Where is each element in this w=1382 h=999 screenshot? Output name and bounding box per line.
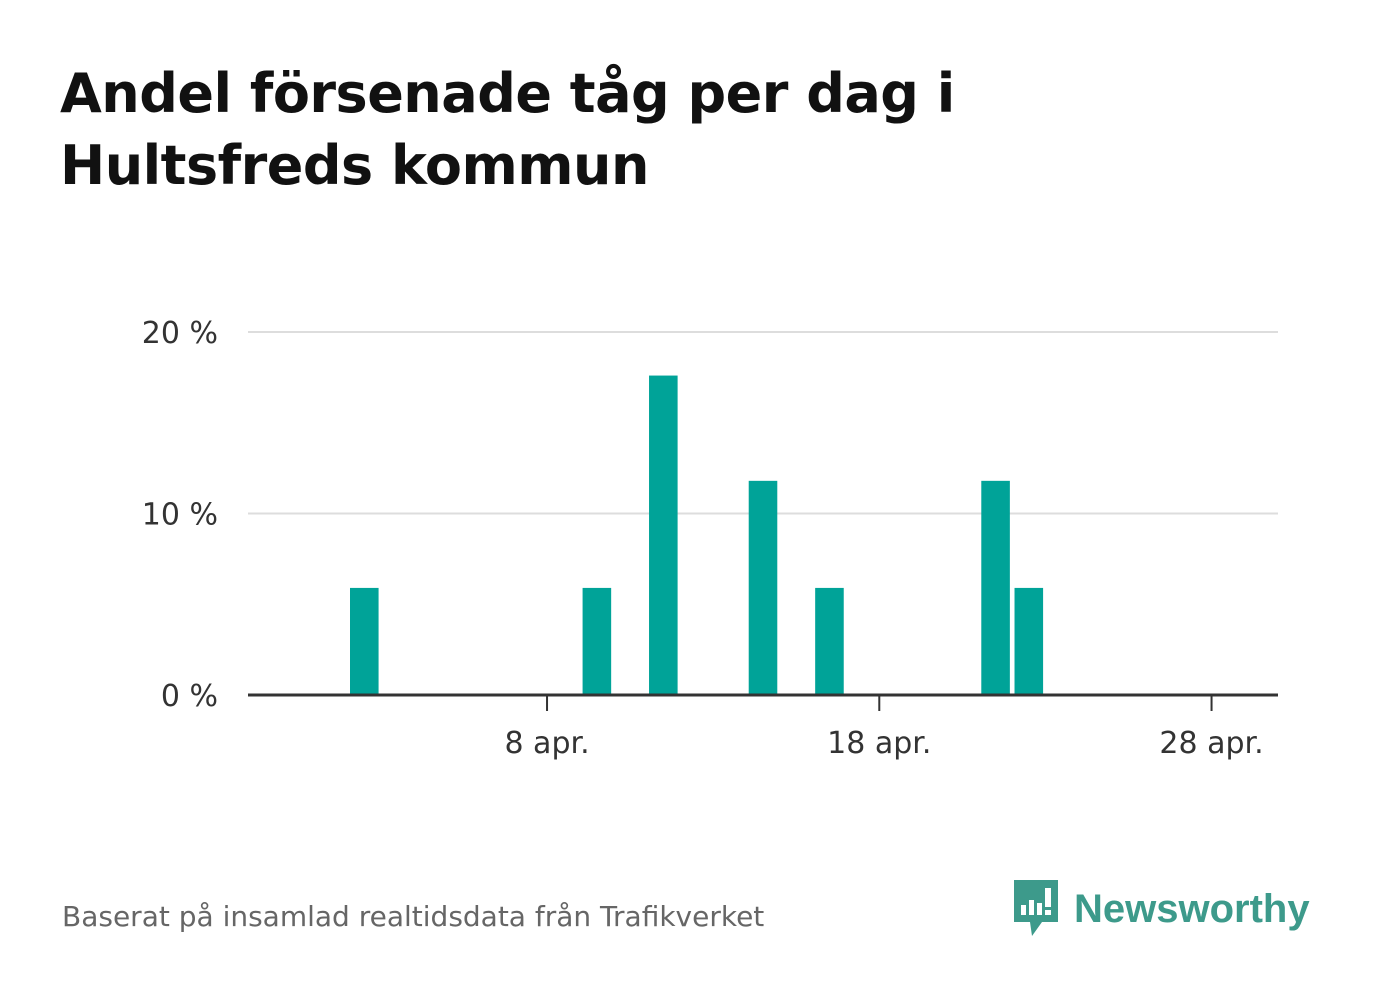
bars [350,375,1044,695]
x-tick-label: 8 apr. [504,726,589,761]
tick-labels: 0 % 10 % 20 % 8 apr. 18 apr. 28 apr. [142,316,1264,761]
y-tick-label: 10 % [142,498,218,533]
y-tick-label: 0 % [161,679,218,714]
x-tick-label: 18 apr. [827,726,931,761]
axes [248,693,1278,711]
chart-title: Andel försenade tåg per dag i Hultsfreds… [60,62,955,197]
bar [748,480,778,695]
source-note: Baserat på insamlad realtidsdata från Tr… [62,900,765,933]
bar [1014,587,1044,695]
newsworthy-logo-icon [1014,880,1058,936]
brand-logo: Newsworthy [1012,878,1310,940]
x-tick-label: 28 apr. [1159,726,1263,761]
brand-name: Newsworthy [1074,886,1310,931]
y-tick-label: 20 % [142,316,218,351]
bar [815,587,844,695]
bar [649,375,678,695]
bar [582,587,612,695]
bar [350,587,379,695]
bar [981,480,1010,695]
